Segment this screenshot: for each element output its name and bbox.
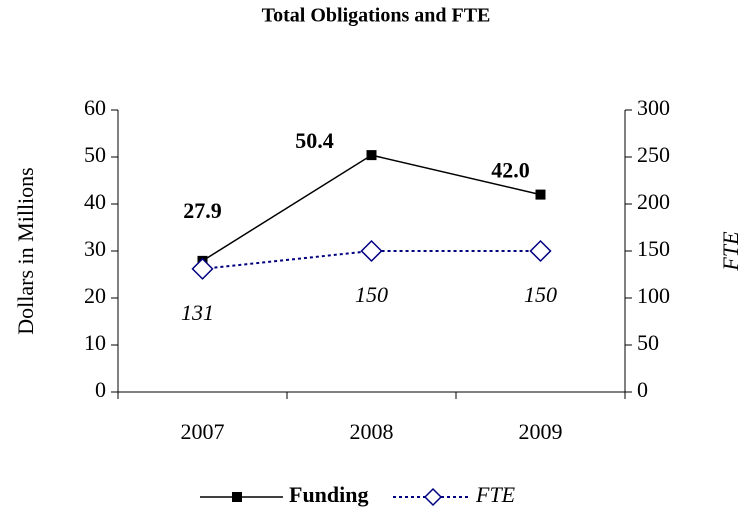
y2-axis-label: FTE: [718, 231, 743, 272]
data-label: 150: [355, 282, 388, 307]
chart-title: Total Obligations and FTE: [262, 5, 491, 27]
data-label: 131: [181, 300, 214, 325]
y-axis-label: Dollars in Millions: [13, 167, 38, 334]
y2-tick-label: 50: [637, 330, 659, 355]
y-tick-label: 60: [84, 95, 106, 120]
y2-tick-label: 150: [637, 236, 670, 261]
y2-tick-label: 0: [637, 377, 648, 402]
x-tick-label: 2007: [181, 419, 225, 444]
y2-tick-label: 250: [637, 142, 670, 167]
y-tick-label: 0: [95, 377, 106, 402]
y2-tick-label: 100: [637, 283, 670, 308]
y-tick-label: 50: [84, 142, 106, 167]
data-label: 42.0: [491, 158, 530, 183]
legend-marker: [423, 487, 443, 507]
y-tick-label: 20: [84, 283, 106, 308]
y-tick-label: 30: [84, 236, 106, 261]
legend-marker: [232, 492, 242, 502]
y2-tick-label: 300: [637, 95, 670, 120]
legend-label: FTE: [475, 482, 516, 507]
marker: [360, 239, 383, 263]
y2-tick-label: 200: [637, 189, 670, 214]
legend-label: Funding: [289, 482, 369, 507]
marker: [535, 189, 546, 200]
marker: [366, 150, 377, 161]
marker: [191, 257, 214, 280]
x-tick-label: 2008: [350, 419, 394, 444]
marker: [529, 239, 552, 263]
data-label: 150: [524, 282, 557, 307]
x-tick-label: 2009: [519, 419, 563, 444]
y-tick-label: 10: [84, 330, 106, 355]
y-tick-label: 40: [84, 189, 106, 214]
data-label: 50.4: [295, 128, 334, 153]
data-label: 27.9: [183, 198, 222, 223]
